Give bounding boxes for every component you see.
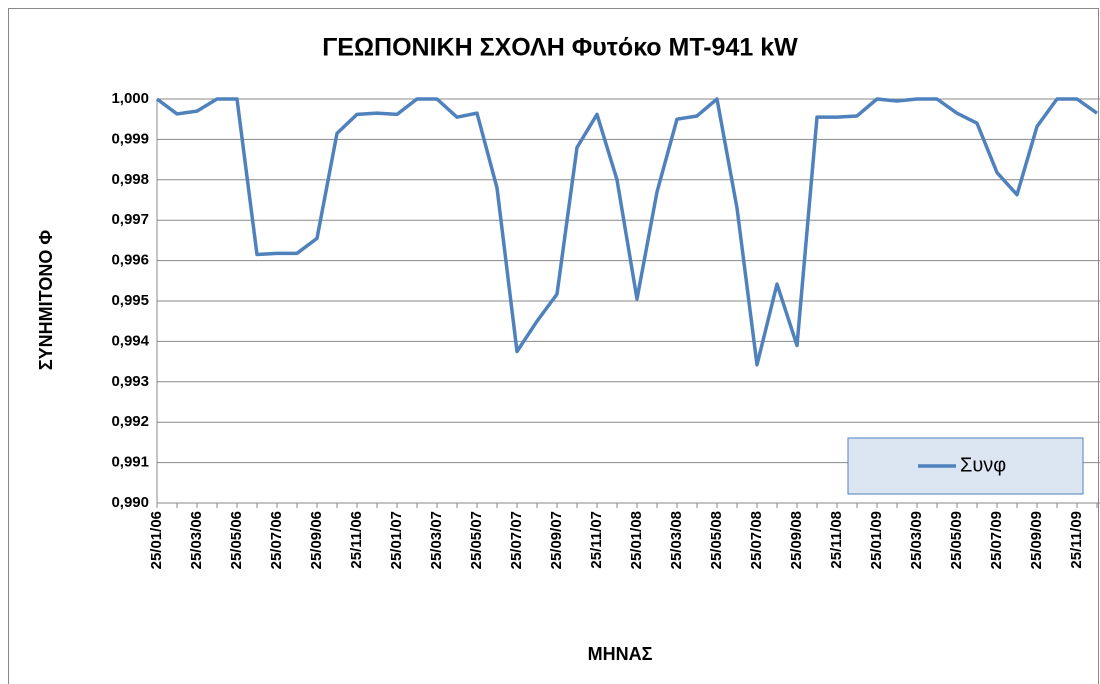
- y-tick-label: 0,992: [111, 413, 149, 430]
- x-tick-label: 25/09/08: [788, 511, 805, 569]
- y-tick-label: 0,991: [111, 454, 149, 471]
- y-tick-label: 0,998: [111, 171, 149, 188]
- x-tick-label: 25/09/06: [308, 511, 325, 569]
- x-tick-label: 25/11/08: [828, 511, 845, 569]
- x-tick-label: 25/05/07: [468, 511, 485, 569]
- x-tick-label: 25/01/07: [388, 511, 405, 569]
- y-tick-label: 0,993: [111, 373, 149, 390]
- x-tick-label: 25/03/09: [908, 511, 925, 569]
- y-tick-label: 1,000: [111, 90, 149, 107]
- x-tick-label: 25/09/09: [1028, 511, 1045, 569]
- y-tick-label: 0,999: [111, 130, 149, 147]
- x-tick-label: 25/07/07: [508, 511, 525, 569]
- x-tick-label: 25/11/06: [348, 511, 365, 569]
- y-tick-label: 0,996: [111, 252, 149, 269]
- x-tick-label: 25/07/06: [268, 511, 285, 569]
- y-axis-label: ΣΥΝΗΜΙΤΟΝΟ Φ: [36, 230, 56, 370]
- x-tick-label: 25/01/06: [148, 511, 165, 569]
- legend-box: [847, 437, 1084, 495]
- legend-label: Συνφ: [960, 454, 1006, 476]
- data-line: [155, 97, 1099, 367]
- x-axis-label: ΜΗΝΑΣ: [588, 644, 653, 664]
- x-tick-label: 25/05/09: [948, 511, 965, 569]
- x-tick-label: 25/03/07: [428, 511, 445, 569]
- x-tick-label: 25/03/06: [188, 511, 205, 569]
- x-tick-label: 25/07/09: [988, 511, 1005, 569]
- x-tick-label: 25/11/07: [588, 511, 605, 569]
- x-tick-label: 25/05/08: [708, 511, 725, 569]
- x-tick-label: 25/07/08: [748, 511, 765, 569]
- x-tick-label: 25/11/09: [1068, 511, 1085, 569]
- chart-frame: [8, 8, 1099, 684]
- y-tick-label: 0,997: [111, 211, 149, 228]
- chart-title: ΓΕΩΠΟΝΙΚΗ ΣΧΟΛΗ Φυτόκο ΜΤ-941 kW: [322, 34, 798, 62]
- x-tick-label: 25/01/09: [868, 511, 885, 569]
- x-tick-label: 25/09/07: [548, 511, 565, 569]
- y-tick-label: 0,994: [111, 332, 149, 349]
- x-tick-label: 25/01/08: [628, 511, 645, 569]
- y-tick-label: 0,995: [111, 292, 149, 309]
- x-tick-label: 25/03/08: [668, 511, 685, 569]
- y-tick-label: 0,990: [111, 494, 149, 511]
- x-tick-label: 25/05/06: [228, 511, 245, 569]
